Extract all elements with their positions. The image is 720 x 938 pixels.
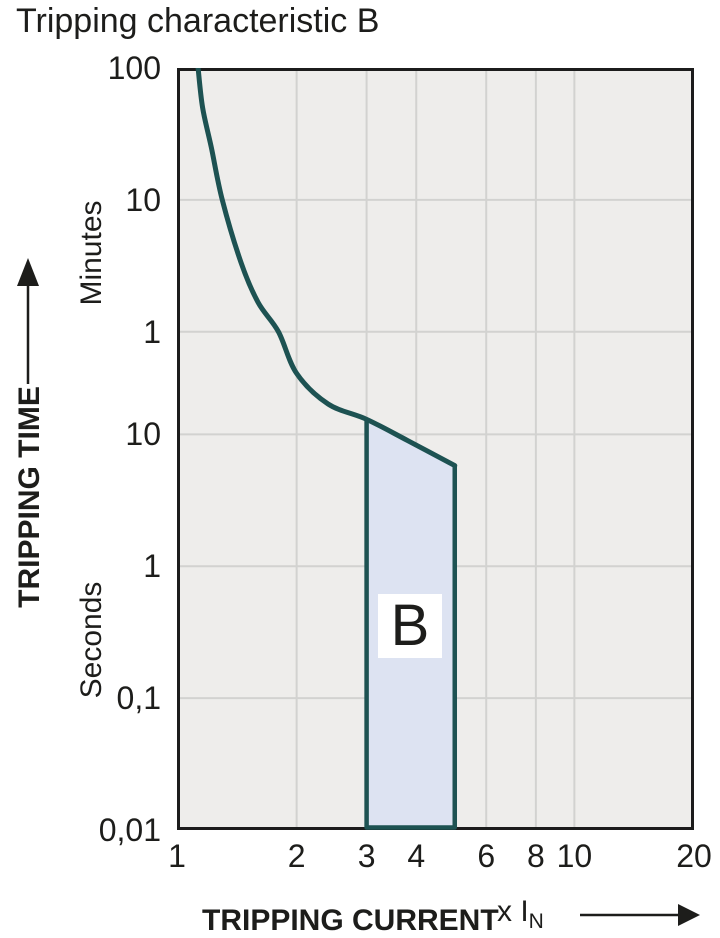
band-b-label: B (378, 594, 442, 658)
x-axis-unit-symbol: x I (497, 895, 529, 928)
plot-area (177, 68, 694, 830)
right-arrow-icon (580, 904, 700, 926)
y-tick-label: 1 (143, 548, 161, 585)
tripping-curve (195, 68, 458, 469)
y-axis-unit-seconds: Seconds (75, 581, 108, 699)
x-tick-label: 6 (477, 838, 496, 874)
x-tick-label: 10 (556, 838, 593, 874)
up-arrow-icon (17, 258, 39, 384)
y-tick-label: 1 (143, 313, 161, 350)
y-tick-label: 0,1 (116, 680, 161, 717)
y-tick-label: 100 (107, 50, 161, 86)
y-axis-title: TRIPPING TIME (13, 386, 46, 608)
y-tick-label: 0,01 (98, 812, 161, 848)
x-axis-title: TRIPPING CURRENT (202, 904, 499, 937)
x-axis-unit: x IN (497, 897, 544, 937)
x-axis-unit-subscript: N (528, 910, 544, 933)
y-tick-label: 10 (125, 181, 161, 218)
x-tick-label: 20 (676, 838, 712, 874)
y-axis-unit-minutes: Minutes (75, 200, 108, 306)
x-tick-label: 8 (526, 838, 545, 874)
x-tick-label: 3 (357, 838, 376, 874)
x-tick-label: 2 (287, 838, 306, 874)
y-tick-label: 10 (125, 416, 161, 453)
chart-title: Tripping characteristic B (16, 2, 380, 40)
x-tick-label: 1 (168, 838, 186, 874)
band-b-edges (364, 419, 458, 830)
x-tick-label: 4 (407, 838, 426, 874)
